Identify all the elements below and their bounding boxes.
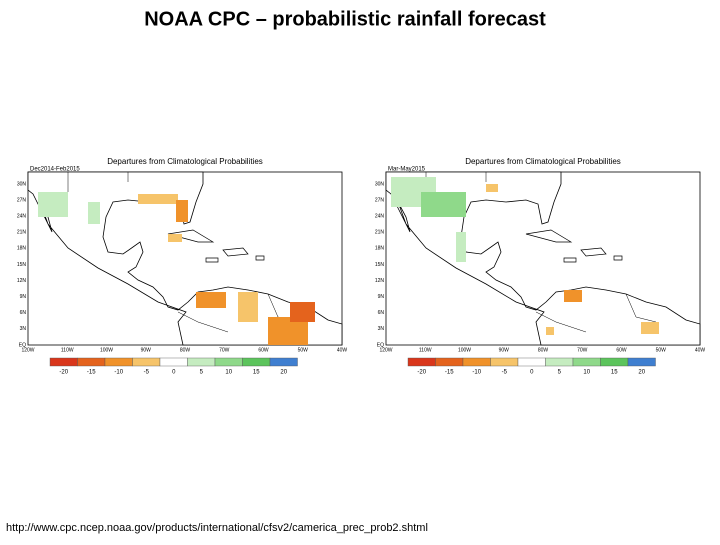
legend-label: 0 xyxy=(172,370,176,376)
legend-label: -15 xyxy=(445,370,454,376)
legend-swatch xyxy=(104,357,133,367)
slide-title: NOAA CPC – probabilistic rainfall foreca… xyxy=(144,8,546,30)
lon-label: 60W xyxy=(616,347,627,353)
legend-swatch xyxy=(187,357,216,367)
lat-label: 24N xyxy=(17,214,27,220)
legend-label: 20 xyxy=(638,370,645,376)
lon-label: 80W xyxy=(180,347,191,353)
legend-swatch xyxy=(572,357,601,367)
lon-label: 40W xyxy=(337,347,348,353)
legend-swatch xyxy=(435,357,464,367)
lon-label: 50W xyxy=(656,347,667,353)
legend-swatch xyxy=(269,357,298,367)
legend-label: -10 xyxy=(472,370,481,376)
lat-label: 3N xyxy=(20,326,27,332)
legend-label: -5 xyxy=(502,370,508,376)
legend-swatch xyxy=(545,357,574,367)
legend-swatch xyxy=(600,357,629,367)
lat-label: 18N xyxy=(17,246,27,252)
legend-label: -20 xyxy=(417,370,426,376)
lon-label: 80W xyxy=(538,347,549,353)
legend-swatch xyxy=(77,357,106,367)
lon-label: 100W xyxy=(458,347,471,353)
lon-label: 100W xyxy=(100,347,113,353)
legend-label: 20 xyxy=(280,370,287,376)
legend-label: 5 xyxy=(200,370,204,376)
lat-label: 15N xyxy=(375,262,385,268)
legend-label: 10 xyxy=(225,370,232,376)
lon-label: 90W xyxy=(141,347,152,353)
lon-label: 90W xyxy=(499,347,510,353)
lat-label: 12N xyxy=(375,278,385,284)
legend-label: 0 xyxy=(530,370,534,376)
legend-label: 15 xyxy=(611,370,618,376)
lat-label: EQ xyxy=(19,342,26,348)
map-period: Mar-May2015 xyxy=(388,167,426,173)
lat-label: 24N xyxy=(375,214,385,220)
legend-label: -15 xyxy=(87,370,96,376)
legend-swatch xyxy=(407,357,436,367)
lon-label: 110W xyxy=(61,347,74,353)
lon-label: 70W xyxy=(219,347,230,353)
lat-label: 9N xyxy=(20,294,27,300)
lat-label: 3N xyxy=(378,326,385,332)
legend-swatch xyxy=(132,357,161,367)
lon-label: 120W xyxy=(21,347,34,353)
legend-label: -5 xyxy=(144,370,150,376)
lat-label: 18N xyxy=(375,246,385,252)
lon-label: 110W xyxy=(419,347,432,353)
lon-label: 70W xyxy=(577,347,588,353)
legend-swatch xyxy=(490,357,519,367)
legend-swatch xyxy=(462,357,491,367)
lat-label: 27N xyxy=(375,197,385,203)
legend-swatch xyxy=(242,357,271,367)
legend-label: -10 xyxy=(114,370,123,376)
legend-label: 5 xyxy=(558,370,562,376)
lon-label: 50W xyxy=(298,347,309,353)
map-heading: Departures from Climatological Probabili… xyxy=(107,157,263,166)
lon-label: 40W xyxy=(695,347,706,353)
lat-label: 6N xyxy=(20,310,27,316)
lat-label: 21N xyxy=(375,230,385,236)
lat-label: 15N xyxy=(17,262,27,268)
legend-swatch xyxy=(159,357,188,367)
map: Departures from Climatological Probabili… xyxy=(375,157,706,375)
legend-swatch xyxy=(517,357,546,367)
lon-label: 60W xyxy=(258,347,269,353)
legend-swatch xyxy=(214,357,243,367)
lat-label: 27N xyxy=(17,197,27,203)
lat-label: 9N xyxy=(378,294,385,300)
lat-label: EQ xyxy=(377,342,384,348)
map-period: Dec2014-Feb2015 xyxy=(30,167,80,173)
lat-label: 30N xyxy=(375,181,385,187)
lat-label: 21N xyxy=(17,230,27,236)
legend-swatch xyxy=(627,357,656,367)
map-heading: Departures from Climatological Probabili… xyxy=(465,157,621,166)
map: Departures from Climatological Probabili… xyxy=(17,157,348,375)
legend-swatch xyxy=(49,357,78,367)
lat-label: 30N xyxy=(17,181,27,187)
lat-label: 6N xyxy=(378,310,385,316)
legend-label: 15 xyxy=(253,370,260,376)
lat-label: 12N xyxy=(17,278,27,284)
lon-label: 120W xyxy=(379,347,392,353)
legend-label: 10 xyxy=(583,370,590,376)
legend-label: -20 xyxy=(59,370,68,376)
source-url: http://www.cpc.ncep.noaa.gov/products/in… xyxy=(6,522,428,534)
